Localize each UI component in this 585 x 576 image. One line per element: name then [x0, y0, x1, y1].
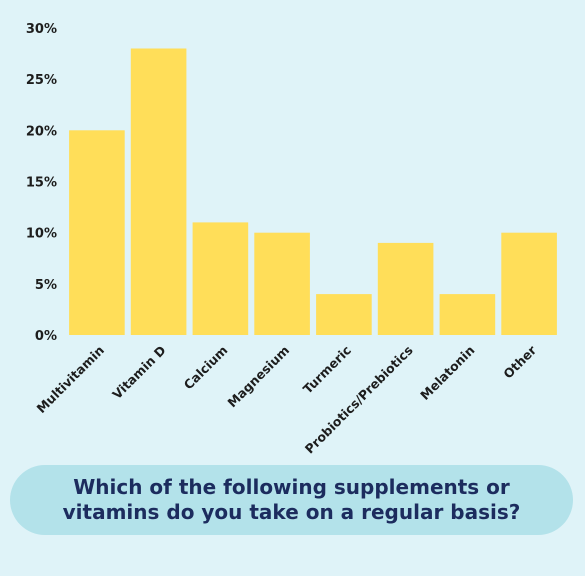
y-tick-label: 10% — [26, 227, 57, 242]
x-tick-label: Other — [500, 342, 540, 382]
bar-chart: 0% 5% 10% 15% 20% 25% 30% Multivitamin Vitamin D… — [26, 22, 557, 457]
y-tick-label: 15% — [26, 176, 57, 191]
x-tick-label: Magnesium — [224, 343, 292, 411]
x-tick-label: Vitamin D — [109, 343, 168, 402]
x-tick-label: Multivitamin — [34, 343, 107, 416]
y-tick-label: 0% — [35, 329, 57, 344]
question-text: Which of the following supplements or vi… — [62, 475, 521, 524]
bar — [439, 294, 496, 335]
bar — [316, 294, 372, 335]
bar — [377, 242, 434, 335]
bar — [130, 48, 187, 335]
y-tick-label: 5% — [35, 278, 57, 293]
bar — [501, 232, 557, 335]
bar — [254, 232, 310, 335]
bar — [69, 130, 125, 335]
x-tick-label: Probiotics/Prebiotics — [302, 343, 416, 457]
y-tick-label: 30% — [26, 22, 57, 37]
bar — [192, 222, 249, 335]
x-tick-label: Turmeric — [300, 343, 354, 397]
y-tick-label: 20% — [26, 124, 57, 139]
x-tick-label: Calcium — [181, 343, 231, 393]
x-tick-label: Melatonin — [417, 343, 477, 403]
y-tick-label: 25% — [26, 73, 57, 88]
question-banner: Which of the following supplements or vi… — [10, 465, 573, 535]
